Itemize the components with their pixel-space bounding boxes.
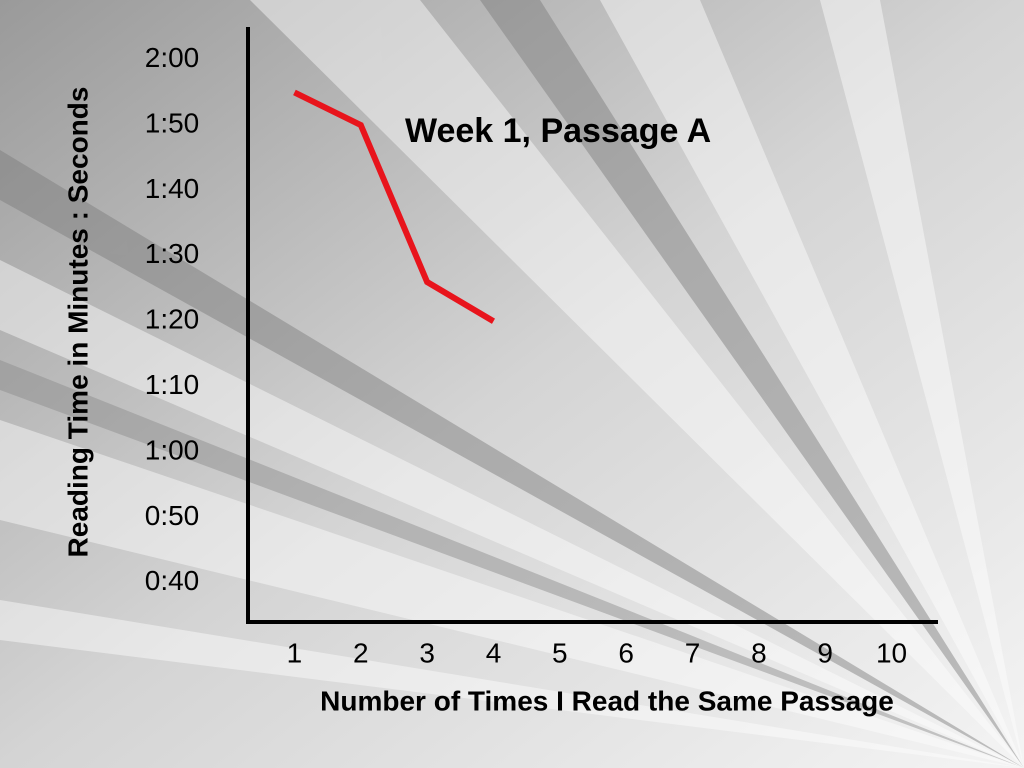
y-tick-label: 0:40 xyxy=(145,565,200,596)
x-tick-label: 10 xyxy=(876,637,907,668)
y-tick-label: 2:00 xyxy=(145,42,200,73)
x-tick-label: 5 xyxy=(552,637,568,668)
y-tick-label: 1:40 xyxy=(145,173,200,204)
x-tick-label: 2 xyxy=(353,637,369,668)
x-tick-label: 4 xyxy=(486,637,502,668)
x-axis-label: Number of Times I Read the Same Passage xyxy=(320,685,894,716)
x-tick-label: 7 xyxy=(685,637,701,668)
x-tick-label: 6 xyxy=(618,637,634,668)
x-tick-label: 9 xyxy=(817,637,833,668)
y-tick-label: 1:50 xyxy=(145,107,200,138)
y-tick-label: 0:50 xyxy=(145,500,200,531)
y-axis-label: Reading Time in Minutes : Seconds xyxy=(62,87,93,558)
y-tick-label: 1:00 xyxy=(145,434,200,465)
annotation: Week 1, Passage A xyxy=(405,112,711,150)
x-tick-label: 3 xyxy=(419,637,435,668)
x-tick-label: 1 xyxy=(287,637,303,668)
data-line xyxy=(293,89,496,324)
x-tick-label: 8 xyxy=(751,637,767,668)
y-tick-label: 1:10 xyxy=(145,369,200,400)
y-tick-label: 1:20 xyxy=(145,304,200,335)
y-tick-label: 1:30 xyxy=(145,238,200,269)
